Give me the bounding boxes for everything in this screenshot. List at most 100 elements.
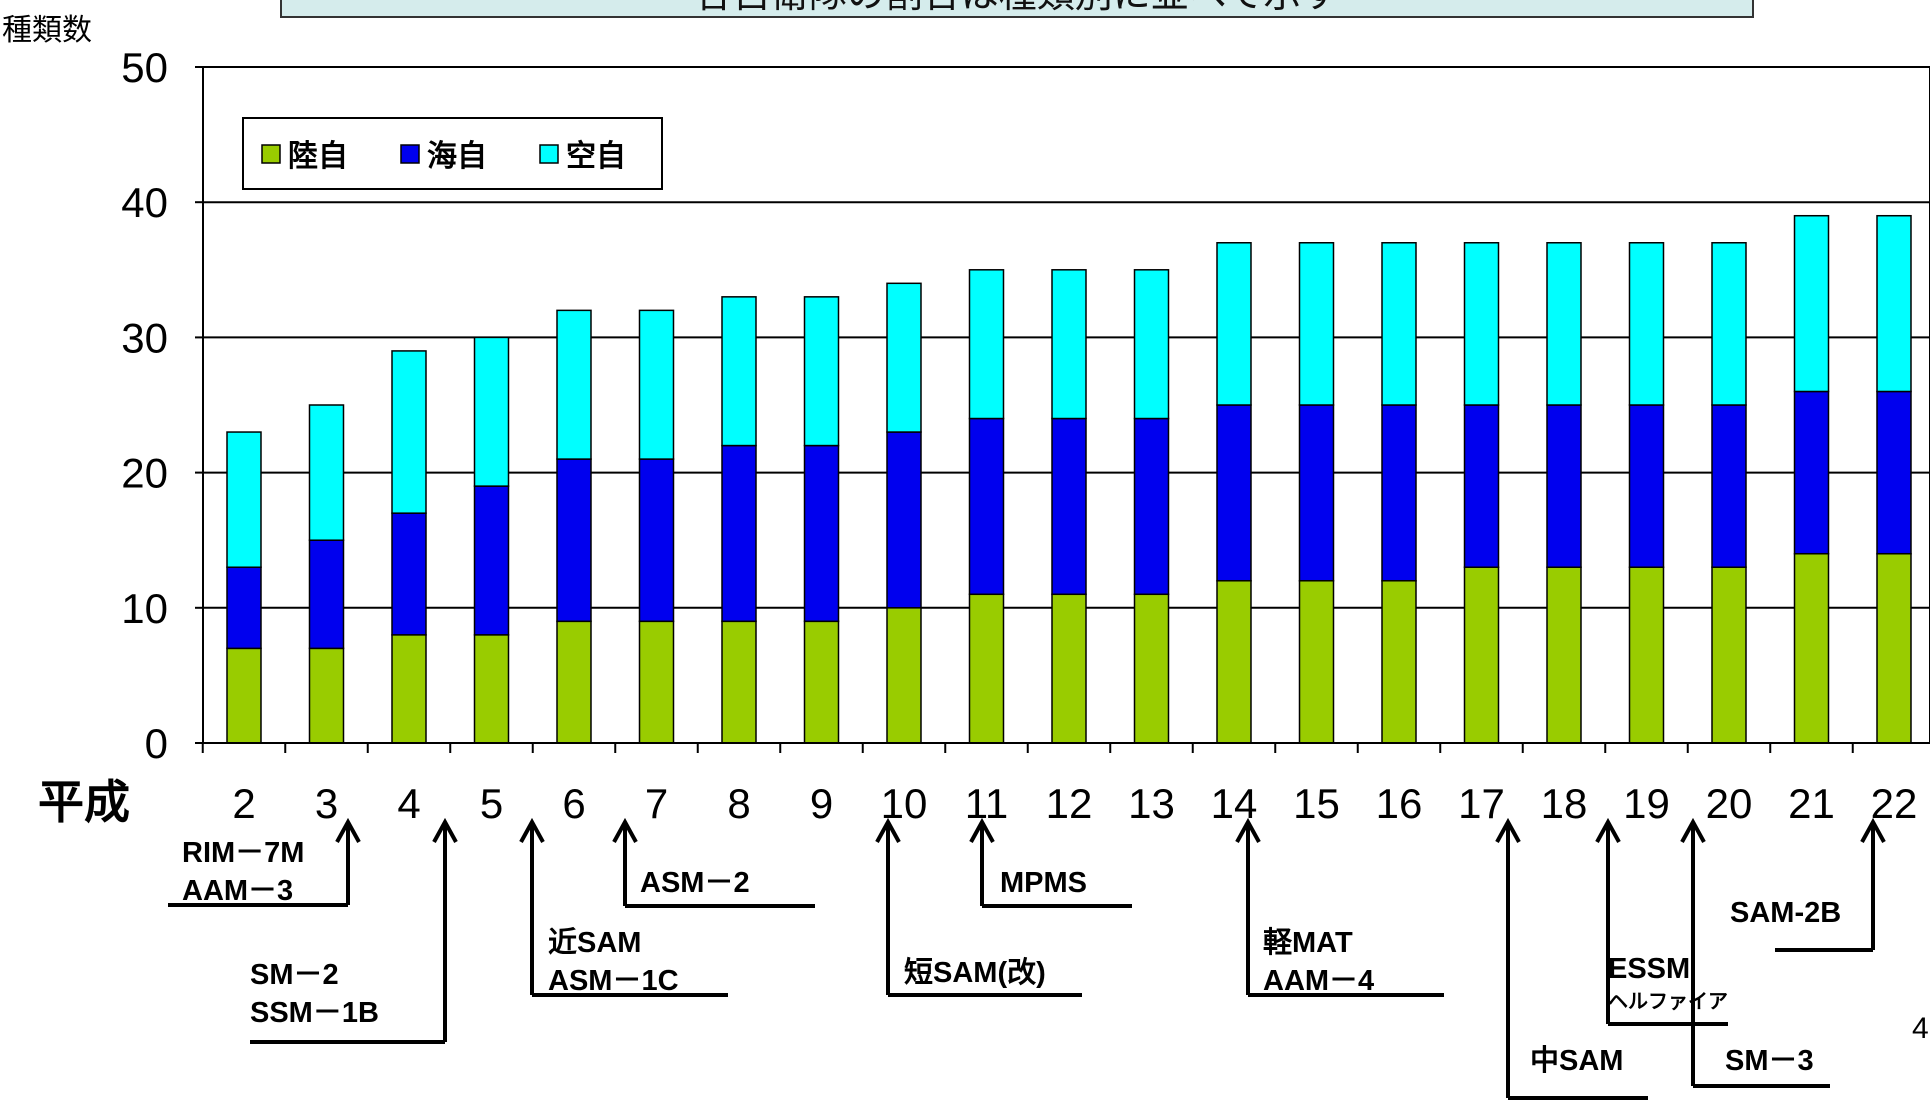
bar-ku-12: [1051, 269, 1087, 420]
bar-ku-4: [391, 350, 427, 514]
bar-riku-11: [968, 593, 1005, 744]
plot-frame: [202, 66, 1930, 744]
y-tick-label: 20: [121, 450, 168, 497]
annotation-label: RIM－7M: [182, 837, 304, 869]
bar-riku-17: [1463, 566, 1500, 744]
bar-ku-8: [721, 296, 757, 447]
bar-ku-11: [968, 269, 1005, 420]
annotation-arrow-head: [335, 817, 361, 843]
bar-riku-4: [391, 634, 427, 744]
bar-kai-21: [1793, 390, 1830, 555]
annotation-label: ESSM: [1608, 953, 1690, 985]
annotation-arrow-head: [1495, 817, 1521, 843]
bar-ku-21: [1793, 214, 1830, 393]
annotation-arrow-head: [432, 817, 458, 843]
bar-ku-16: [1381, 242, 1417, 406]
x-tick-label: 13: [1128, 780, 1175, 827]
annotation-arrow-head: [612, 817, 638, 843]
annotation-label: ASM－1C: [548, 965, 679, 997]
bar-riku-16: [1381, 580, 1417, 744]
bar-kai-14: [1216, 404, 1252, 582]
annotation-label: 近SAM: [548, 926, 641, 959]
page-number: 4: [1912, 1012, 1929, 1045]
bar-riku-15: [1298, 580, 1335, 744]
annotation-label: MPMS: [1000, 867, 1087, 899]
x-tick-label: 12: [1046, 780, 1093, 827]
annotation-label: AAM－4: [1263, 965, 1374, 997]
x-tick-label: 6: [562, 780, 585, 827]
bar-riku-7: [638, 620, 675, 744]
bar-kai-12: [1051, 417, 1087, 596]
y-tick-label: 10: [121, 585, 168, 632]
bar-ku-13: [1133, 269, 1170, 420]
bar-kai-10: [886, 431, 922, 609]
bar-ku-6: [556, 309, 592, 460]
x-tick-label: 16: [1376, 780, 1423, 827]
x-tick-label: 2: [232, 780, 255, 827]
bar-ku-17: [1463, 242, 1500, 406]
bar-kai-20: [1711, 404, 1747, 568]
bar-riku-19: [1628, 566, 1665, 744]
bar-riku-18: [1546, 566, 1582, 744]
y-tick-label: 50: [121, 44, 168, 91]
annotation-label: SM－2: [250, 959, 339, 991]
legend-swatch-kai: [400, 144, 420, 164]
bar-kai-4: [391, 512, 427, 636]
legend-swatch-ku: [539, 144, 559, 164]
bar-riku-3: [308, 647, 345, 744]
bar-kai-9: [803, 444, 840, 623]
x-tick-label: 8: [727, 780, 750, 827]
bar-kai-2: [226, 566, 262, 650]
bar-ku-22: [1876, 214, 1912, 393]
bar-ku-18: [1546, 242, 1582, 406]
bar-ku-5: [473, 336, 510, 487]
y-tick-label: 30: [121, 314, 168, 361]
bar-kai-3: [308, 539, 345, 650]
legend-swatch-riku: [261, 144, 281, 164]
era-label: 平成: [38, 775, 130, 829]
legend: 陸自 海自 空自: [242, 117, 663, 190]
bar-kai-17: [1463, 404, 1500, 568]
bar-kai-6: [556, 458, 592, 623]
chart-title-banner: 各自衛隊の割合は種類別に並べて示す: [280, 0, 1754, 18]
bar-riku-12: [1051, 593, 1087, 744]
bar-riku-20: [1711, 566, 1747, 744]
bar-riku-5: [473, 634, 510, 744]
bar-kai-18: [1546, 404, 1582, 568]
y-tick-label: 0: [145, 720, 168, 767]
bar-ku-7: [638, 309, 675, 460]
annotation-label: SAM-2B: [1730, 897, 1841, 929]
annotation-arrow-head: [1235, 817, 1261, 843]
bar-kai-22: [1876, 390, 1912, 555]
bar-riku-6: [556, 620, 592, 744]
annotation-label: ASM－2: [640, 867, 750, 899]
annotation-label: ヘルファイア: [1608, 989, 1728, 1013]
y-tick-label: 40: [121, 179, 168, 226]
bar-kai-13: [1133, 417, 1170, 596]
bar-ku-10: [886, 282, 922, 433]
x-tick-label: 21: [1788, 780, 1835, 827]
bar-riku-14: [1216, 580, 1252, 744]
annotation-label: SSM－1B: [250, 997, 379, 1029]
bar-riku-22: [1876, 552, 1912, 744]
legend-label: 陸自: [288, 139, 348, 174]
annotation-arrow-head: [1860, 817, 1886, 843]
annotation-label: AAM－3: [182, 875, 293, 907]
x-tick-label: 15: [1293, 780, 1340, 827]
legend-label: 海自: [427, 139, 487, 174]
bar-riku-10: [886, 607, 922, 744]
bar-kai-5: [473, 485, 510, 636]
bar-ku-2: [226, 431, 262, 568]
y-axis-label: 種類数: [2, 13, 92, 48]
bar-kai-11: [968, 417, 1005, 596]
bar-riku-2: [226, 647, 262, 744]
bar-riku-21: [1793, 552, 1830, 744]
annotation-label: SM－3: [1725, 1045, 1814, 1077]
x-tick-label: 7: [645, 780, 668, 827]
bar-ku-9: [803, 296, 840, 447]
bar-ku-20: [1711, 242, 1747, 406]
annotation-arrow-head: [1595, 817, 1621, 843]
x-tick-label: 3: [315, 780, 338, 827]
bar-ku-14: [1216, 242, 1252, 406]
